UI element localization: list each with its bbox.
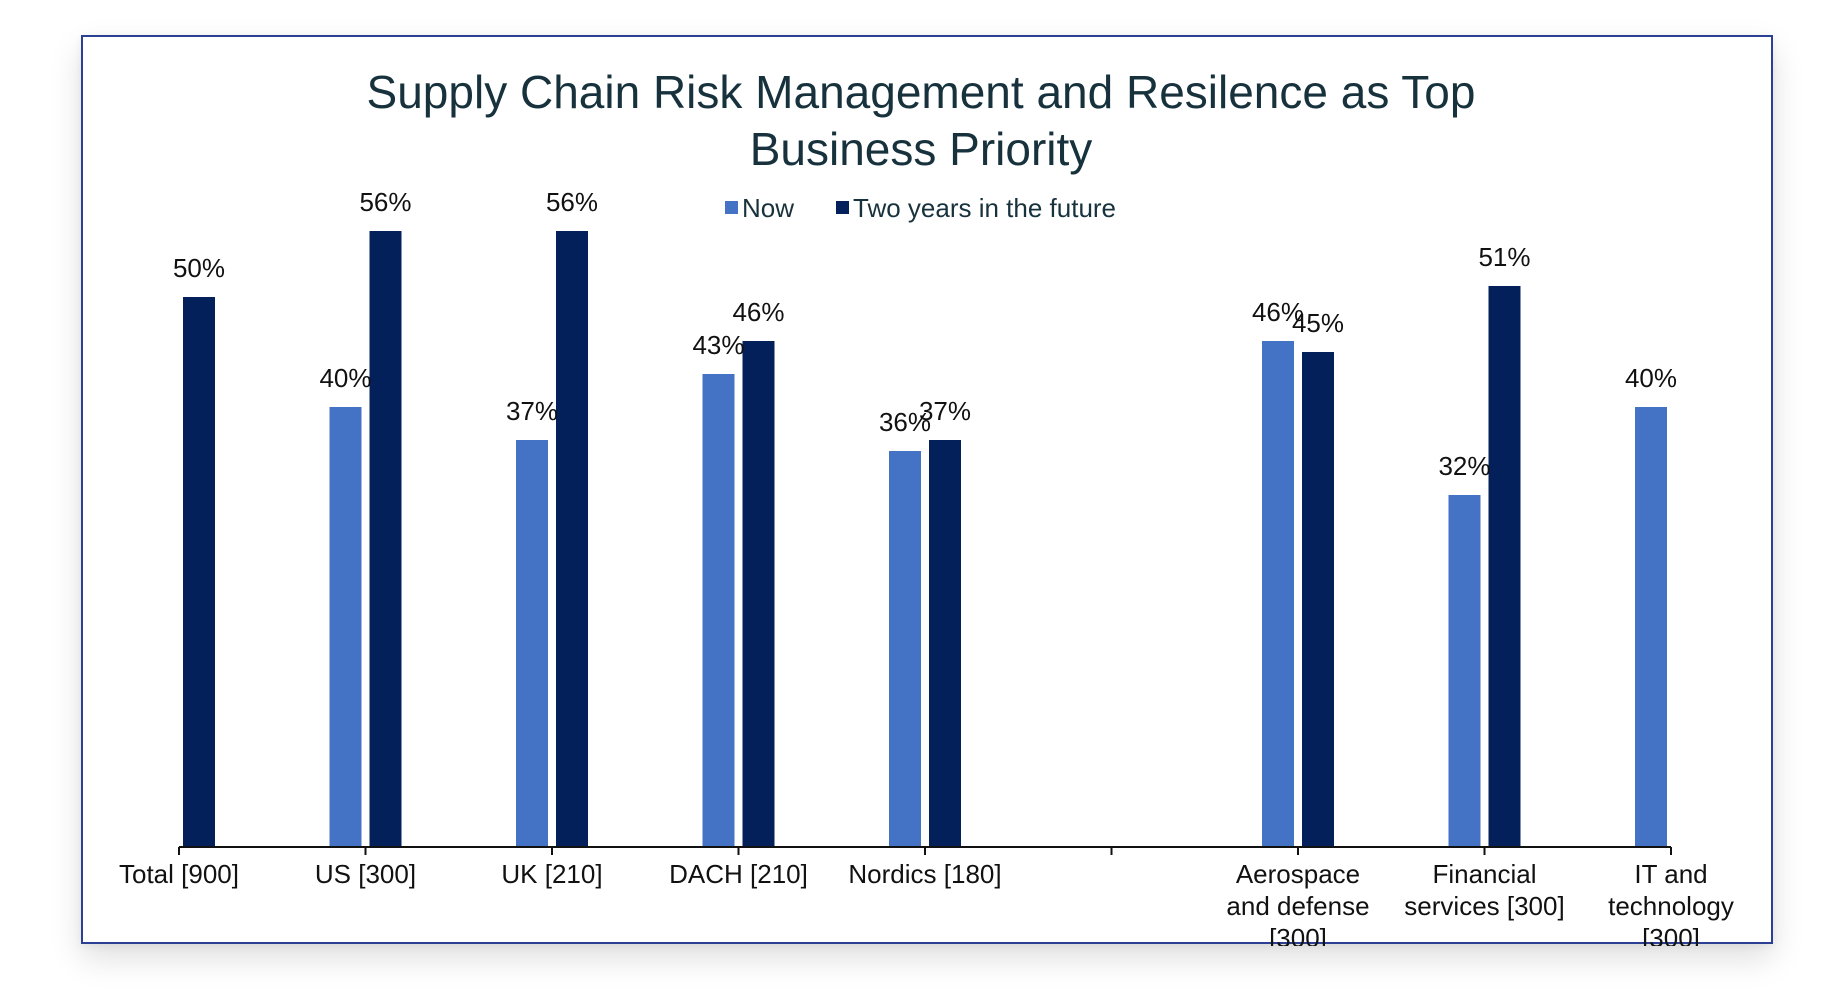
- bar-now: [516, 440, 548, 847]
- data-label: 40%: [319, 363, 371, 393]
- bar-now: [329, 407, 362, 847]
- bar-future: [369, 231, 402, 847]
- bar-now: [889, 451, 921, 847]
- chart-title-line: Business Priority: [750, 123, 1093, 175]
- category-label: DACH [210]: [669, 859, 808, 889]
- legend-label: Two years in the future: [853, 193, 1116, 223]
- data-label: 46%: [732, 297, 784, 327]
- bar-now: [1262, 341, 1294, 847]
- data-label: 46%: [1252, 297, 1304, 327]
- data-label: 40%: [1625, 363, 1677, 393]
- category-label: Nordics [180]: [848, 859, 1001, 889]
- chart-svg: Supply Chain Risk Management and Resilen…: [119, 66, 1734, 946]
- category-label: Financial: [1432, 859, 1536, 889]
- legend-swatch-future: [836, 201, 849, 214]
- data-label: 56%: [546, 187, 598, 217]
- chart-title: Supply Chain Risk Management and Resilen…: [367, 66, 1476, 175]
- chart-frame: Supply Chain Risk Management and Resilen…: [81, 35, 1773, 946]
- data-label: 36%: [879, 407, 931, 437]
- bar-future: [929, 440, 961, 847]
- value-labels: 50%40%56%37%56%43%46%36%37%46%45%32%51%4…: [173, 187, 1677, 481]
- category-label: Total [900]: [119, 859, 239, 889]
- data-label: 37%: [506, 396, 558, 426]
- bar-now: [1635, 407, 1667, 847]
- category-label: [300]: [1642, 923, 1700, 946]
- category-label: and defense: [1226, 891, 1369, 921]
- data-label: 51%: [1478, 242, 1530, 272]
- bar-future: [183, 297, 215, 847]
- category-label: US [300]: [315, 859, 416, 889]
- category-label: [300]: [1269, 923, 1327, 946]
- data-label: 32%: [1438, 451, 1490, 481]
- data-label: 45%: [1292, 308, 1344, 338]
- data-label: 50%: [173, 253, 225, 283]
- bars: [183, 231, 1667, 847]
- x-axis: [178, 846, 1672, 855]
- chart-legend: Now Two years in the future: [725, 193, 1116, 223]
- data-label: 43%: [692, 330, 744, 360]
- bar-now: [702, 374, 735, 847]
- bar-future: [742, 341, 775, 847]
- data-label: 37%: [919, 396, 971, 426]
- data-label: 56%: [359, 187, 411, 217]
- category-label: technology: [1608, 891, 1734, 921]
- legend-swatch-now: [725, 201, 738, 214]
- category-label: Aerospace: [1236, 859, 1360, 889]
- bar-future: [556, 231, 588, 847]
- category-label: services [300]: [1404, 891, 1564, 921]
- category-label: IT and: [1634, 859, 1707, 889]
- legend-label: Now: [742, 193, 794, 223]
- chart-title-line: Supply Chain Risk Management and Resilen…: [367, 66, 1476, 118]
- bar-now: [1448, 495, 1481, 847]
- category-label: UK [210]: [501, 859, 602, 889]
- bar-future: [1302, 352, 1334, 847]
- category-labels: Total [900] US [300] UK [210] DACH [210] Nor…: [119, 859, 1734, 946]
- bar-future: [1488, 286, 1521, 847]
